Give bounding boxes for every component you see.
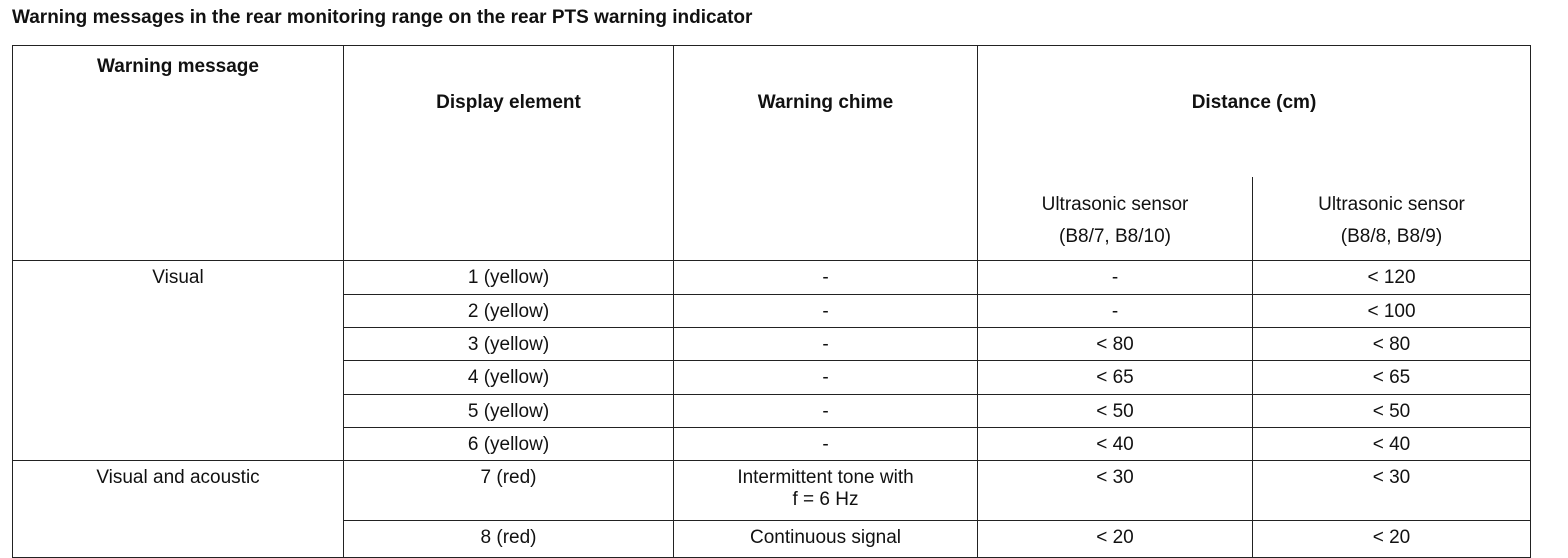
header-warning-chime: Warning chime: [673, 45, 978, 261]
warning-table: Warning message Display element Warning …: [12, 45, 1531, 558]
warning-chime-cell: -: [673, 359, 978, 395]
distance-sensor-b-cell: < 40: [1252, 426, 1531, 461]
distance-sensor-a-cell: < 50: [977, 393, 1253, 428]
warning-chime-cell: Intermittent tone with f = 6 Hz: [673, 459, 978, 521]
display-element-cell: 3 (yellow): [343, 326, 674, 361]
distance-sensor-a-cell: < 30: [977, 459, 1253, 521]
distance-sensor-a-cell: < 40: [977, 426, 1253, 461]
distance-sensor-b-cell: < 80: [1252, 326, 1531, 361]
table-title: Warning messages in the rear monitoring …: [12, 7, 753, 28]
display-element-cell: 7 (red): [343, 459, 674, 521]
distance-sensor-b-cell: < 30: [1252, 459, 1531, 521]
table-row: 2 (yellow) - - < 100: [13, 293, 1531, 328]
sensor-a-name: Ultrasonic sensor: [1041, 194, 1189, 215]
group-cell: Visual and acoustic: [12, 459, 344, 558]
warning-chime-cell: Continuous signal: [673, 519, 978, 558]
distance-sensor-b-cell: < 20: [1252, 519, 1531, 558]
distance-sensor-a-cell: < 80: [977, 326, 1253, 361]
header-sensor-b: Ultrasonic sensor (B8/8, B8/9): [1252, 177, 1531, 261]
sensor-b-ids: (B8/8, B8/9): [1340, 226, 1443, 247]
display-element-cell: 5 (yellow): [343, 393, 674, 428]
header-warning-message: Warning message: [12, 45, 344, 261]
distance-sensor-a-cell: -: [977, 259, 1253, 295]
warning-chime-cell: -: [673, 259, 978, 295]
warning-chime-cell: -: [673, 326, 978, 361]
distance-sensor-b-cell: < 65: [1252, 359, 1531, 395]
chime-line2: f = 6 Hz: [792, 488, 859, 510]
header-display-element: Display element: [343, 45, 674, 261]
header-distance: Distance (cm): [977, 45, 1531, 177]
distance-sensor-b-cell: < 100: [1252, 293, 1531, 328]
sensor-a-ids: (B8/7, B8/10): [1059, 226, 1171, 247]
display-element-cell: 8 (red): [343, 519, 674, 558]
distance-sensor-a-cell: -: [977, 293, 1253, 328]
table-row: Visual and acoustic 7 (red) Intermittent t…: [12, 459, 1531, 558]
display-element-cell: 4 (yellow): [343, 359, 674, 395]
warning-chime-cell: -: [673, 293, 978, 328]
distance-sensor-a-cell: < 20: [977, 519, 1253, 558]
warning-chime-cell: -: [673, 393, 978, 428]
sensor-b-name: Ultrasonic sensor: [1318, 194, 1465, 215]
table-row: 6 (yellow) - < 40 < 40: [13, 426, 1531, 461]
display-element-cell: 6 (yellow): [343, 426, 674, 461]
table-row: Visual 1 (yellow) - - < 120: [12, 259, 1531, 461]
display-element-cell: 1 (yellow): [343, 259, 674, 295]
header-sensor-a: Ultrasonic sensor (B8/7, B8/10): [977, 177, 1253, 261]
chime-line1: Intermittent tone with: [737, 466, 914, 488]
distance-sensor-a-cell: < 65: [977, 359, 1253, 395]
warning-chime-cell: -: [673, 426, 978, 461]
group-cell: Visual: [12, 259, 344, 461]
distance-sensor-b-cell: < 50: [1252, 393, 1531, 428]
display-element-cell: 2 (yellow): [343, 293, 674, 328]
distance-sensor-b-cell: < 120: [1252, 259, 1531, 295]
